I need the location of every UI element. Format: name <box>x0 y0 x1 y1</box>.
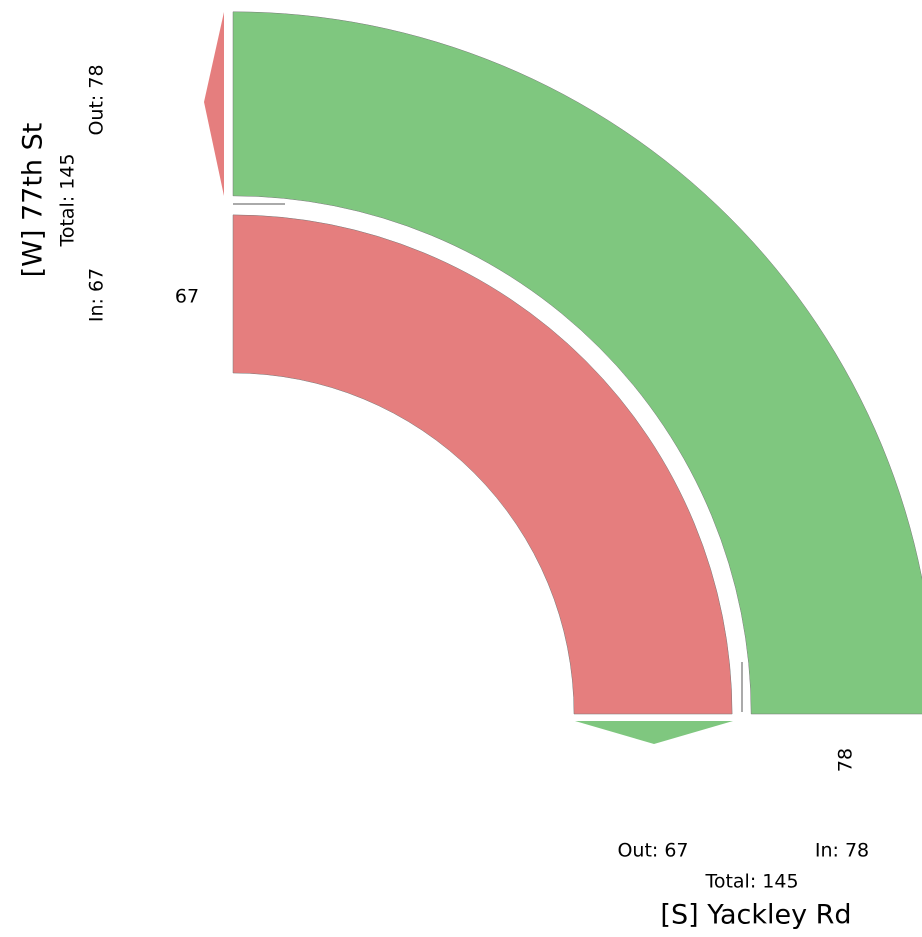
south-name: [S] Yackley Rd <box>660 900 851 931</box>
west-in: In: 67 <box>86 268 108 322</box>
flow-band <box>232 11 922 715</box>
flow-label: 67 <box>175 286 199 308</box>
west-name: [W] 77th St <box>18 123 49 278</box>
west-total: Total: 145 <box>57 153 79 247</box>
west-arrow <box>204 12 224 196</box>
flow-band <box>232 214 733 715</box>
flow-label: 78 <box>835 748 857 772</box>
west-out: Out: 78 <box>86 64 108 135</box>
south-out: Out: 67 <box>617 840 688 862</box>
south-total: Total: 145 <box>704 871 798 893</box>
south-in: In: 78 <box>815 840 869 862</box>
south-arrow <box>575 721 733 744</box>
